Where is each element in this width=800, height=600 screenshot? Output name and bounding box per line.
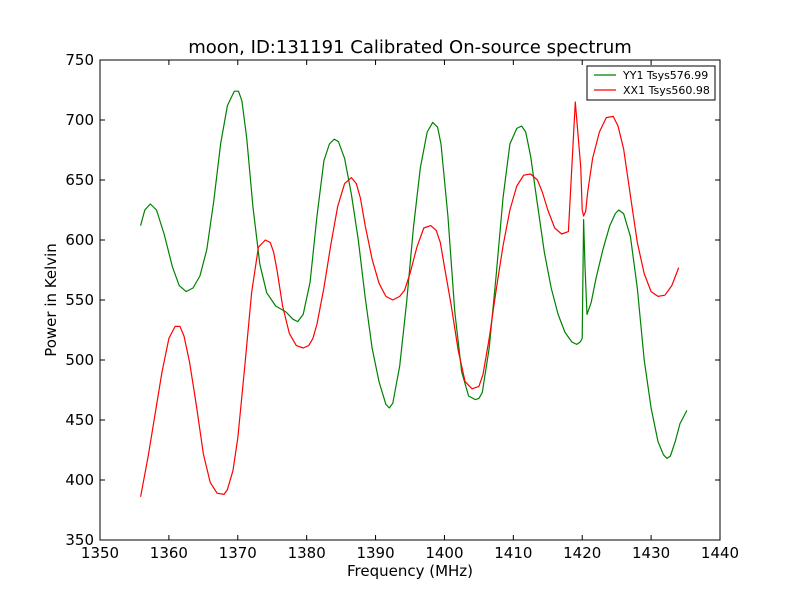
y-tick-label: 400	[65, 471, 94, 489]
x-tick-label: 1370	[219, 544, 257, 562]
y-axis-label: Power in Kelvin	[42, 243, 60, 357]
x-tick-label: 1390	[356, 544, 394, 562]
x-tick-label: 1360	[150, 544, 188, 562]
x-tick-label: 1410	[494, 544, 532, 562]
x-tick-label: 1400	[425, 544, 463, 562]
series-line-yy1	[140, 90, 688, 459]
y-tick-label: 600	[65, 231, 94, 249]
x-axis: 1350 1360 1370 1380 1390 1400 1410 1420 1430 1440	[81, 60, 739, 562]
y-tick-label: 700	[65, 111, 94, 129]
x-tick-label: 1430	[632, 544, 670, 562]
y-axis: 350 400 450 500 550 600 650 700 750	[65, 51, 720, 549]
x-axis-label: Frequency (MHz)	[347, 562, 473, 580]
plot-area	[140, 90, 688, 497]
x-tick-label: 1440	[701, 544, 739, 562]
x-tick-label: 1380	[288, 544, 326, 562]
legend: YY1 Tsys576.99 XX1 Tsys560.98	[586, 65, 716, 101]
y-tick-label: 500	[65, 351, 94, 369]
legend-label: XX1 Tsys560.98	[623, 84, 710, 97]
y-tick-label: 650	[65, 171, 94, 189]
chart-title: moon, ID:131191 Calibrated On-source spe…	[188, 37, 632, 58]
x-tick-label: 1420	[563, 544, 601, 562]
series-line-xx1	[140, 101, 680, 497]
y-tick-label: 350	[65, 531, 94, 549]
y-tick-label: 450	[65, 411, 94, 429]
legend-box	[586, 65, 716, 101]
y-tick-label: 550	[65, 291, 94, 309]
x-tick-label: 1350	[81, 544, 119, 562]
y-tick-label: 750	[65, 51, 94, 69]
legend-label: YY1 Tsys576.99	[622, 69, 708, 82]
